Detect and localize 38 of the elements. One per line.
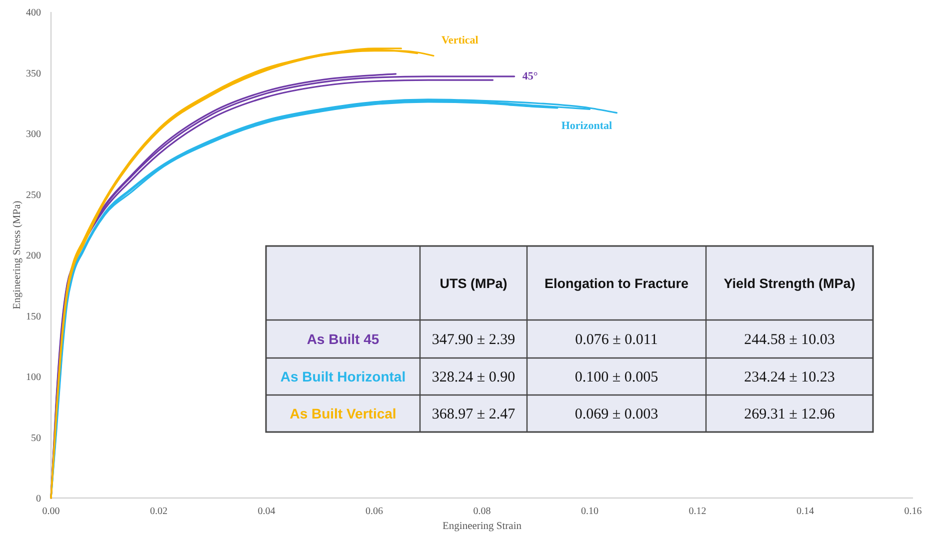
x-tick-label: 0.10: [581, 506, 598, 517]
x-tick-label: 0.00: [42, 506, 60, 517]
y-tick-label: 400: [26, 8, 41, 18]
y-tick-label: 0: [36, 494, 41, 504]
text: 269.31 ± 12.96: [744, 406, 835, 422]
x-tick-label: 0.02: [150, 506, 168, 517]
series-label: Horizontal: [561, 120, 612, 132]
y-tick-label: 50: [31, 432, 41, 444]
text: 244.58 ± 10.03: [744, 332, 835, 348]
text: 0.069 ± 0.003: [574, 406, 658, 422]
y-tick-label: 150: [26, 311, 41, 322]
text: 234.24 ± 10.23: [744, 370, 835, 386]
text: 368.97 ± 2.47: [432, 406, 516, 422]
series-label: Vertical: [442, 34, 478, 47]
category-label: As Built Vertical: [290, 406, 396, 422]
y-tick-label: 250: [26, 190, 41, 201]
text: 0.076 ± 0.011: [575, 332, 658, 348]
category-label: As Built Horizontal: [280, 368, 406, 384]
x-axis-title: Engineering Strain: [442, 521, 522, 532]
text: 347.90 ± 2.39: [432, 332, 516, 348]
x-tick-label: 0.12: [688, 506, 706, 517]
category-label: UTS (MPa): [440, 276, 508, 291]
category-label: As Built 45: [306, 331, 380, 347]
series-label: 45°: [522, 70, 538, 82]
x-tick-label: 0.04: [258, 506, 276, 517]
y-tick-label: 350: [26, 68, 41, 80]
x-tick-label: 0.06: [366, 506, 383, 517]
category-label: Yield Strength (MPa): [724, 276, 856, 291]
x-tick-label: 0.08: [473, 506, 491, 517]
y-tick-label: 300: [26, 129, 41, 140]
y-tick-label: 200: [26, 250, 41, 262]
text: 0.100 ± 0.005: [574, 370, 658, 386]
text: 328.24 ± 0.90: [432, 370, 516, 386]
y-tick-label: 100: [26, 372, 41, 383]
x-tick-label: 0.16: [904, 506, 922, 517]
category-label: Elongation to Fracture: [544, 276, 689, 291]
y-axis-title: Engineering Stress (MPa): [12, 200, 23, 310]
x-tick-label: 0.14: [796, 506, 814, 517]
